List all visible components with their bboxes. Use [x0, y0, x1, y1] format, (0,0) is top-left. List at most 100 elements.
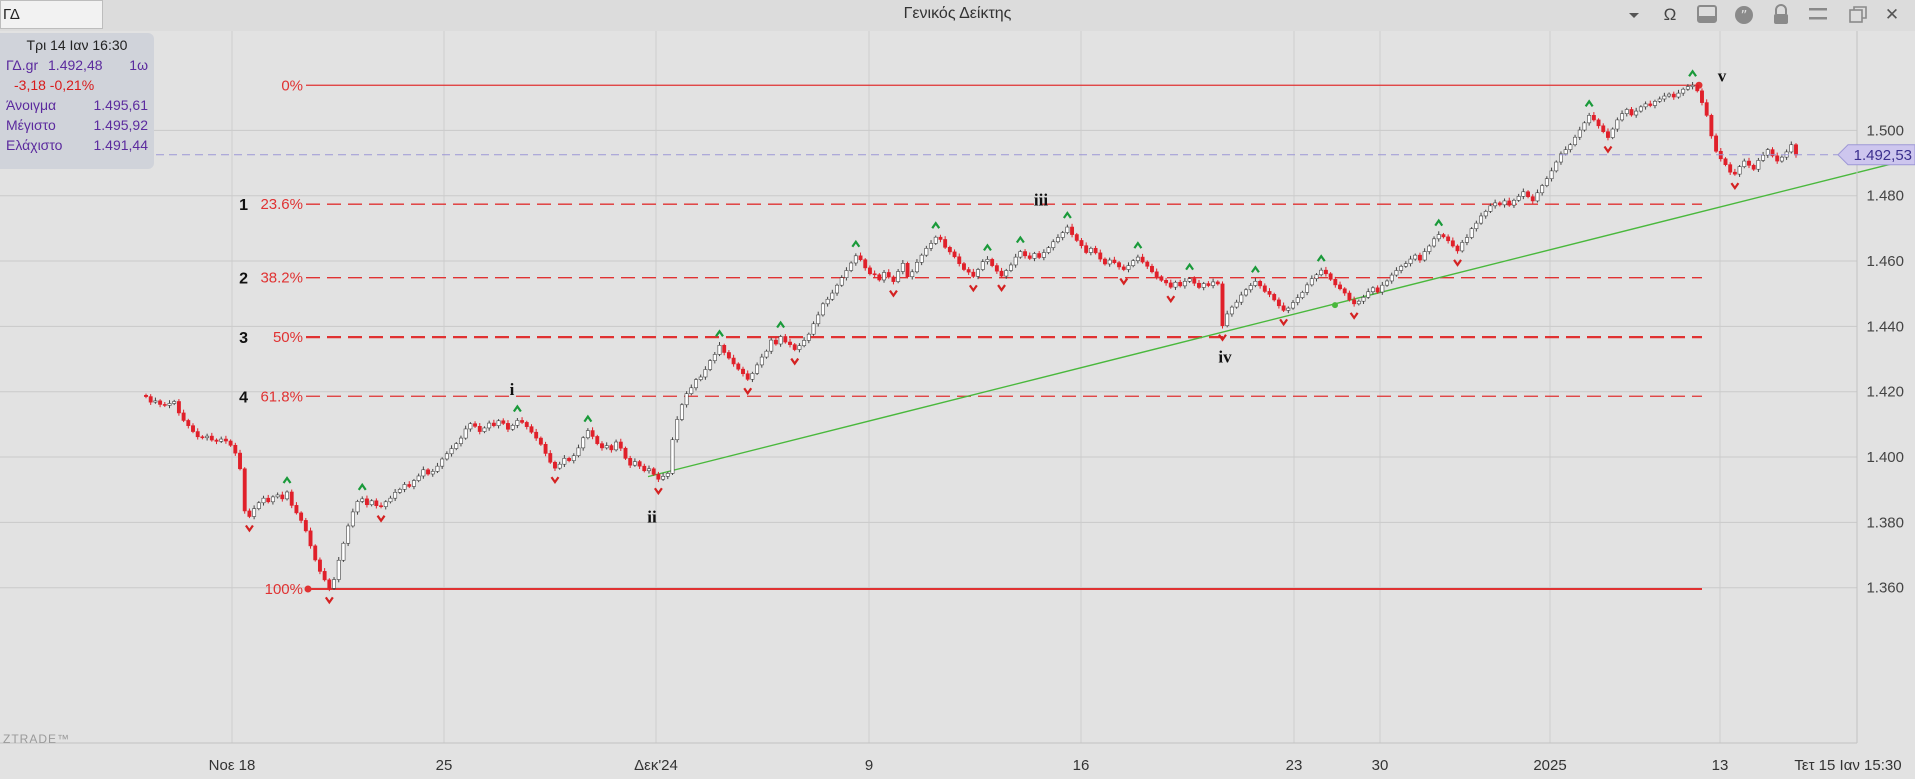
candle-body [971, 271, 976, 277]
candle-body [1742, 160, 1747, 167]
candle-body [703, 369, 708, 378]
fractal-down-marker [997, 284, 1006, 292]
candle-body [741, 368, 745, 375]
info-name: ΓΔ.gr [6, 57, 39, 73]
candle-body [402, 484, 407, 490]
candle-body [600, 443, 604, 449]
candle-body [444, 453, 449, 460]
info-quote-row: ΓΔ.gr 1.492,48 1ω [6, 56, 148, 74]
candle-body [1441, 234, 1446, 238]
candle-body [1582, 122, 1587, 131]
fibonacci-retracement: 0% 23.6% 1 38.2% 2 50% 3 61.8% 4 100% [239, 77, 1703, 598]
candle-body [280, 494, 285, 500]
candle-body [1295, 297, 1300, 303]
candle-body [1366, 291, 1371, 298]
candle-body [1535, 192, 1540, 202]
omega-icon[interactable]: Ω [1663, 5, 1677, 24]
candle-body [308, 530, 313, 547]
y-tick-label: 1.380 [1866, 514, 1904, 531]
candle-body [407, 484, 412, 487]
y-tick-label: 1.500 [1866, 122, 1904, 139]
candle-body [1761, 154, 1766, 161]
candle-body [1417, 254, 1422, 261]
candle-body [708, 360, 713, 370]
candle-body [346, 525, 351, 544]
candle-body [1554, 161, 1559, 172]
candle-body [632, 461, 637, 466]
candle-body [299, 512, 304, 521]
fractal-down-marker [376, 515, 386, 523]
fractal-up-marker [1250, 265, 1260, 273]
candle-body [374, 500, 379, 507]
candle-body [510, 425, 515, 430]
candle-body [891, 276, 896, 282]
candle-body [275, 494, 280, 498]
y-tick-label: 1.360 [1866, 580, 1904, 597]
candle-body [835, 284, 839, 294]
candle-body [665, 473, 670, 477]
candle-body [1493, 202, 1498, 207]
panel-icon[interactable] [1694, 4, 1720, 26]
candle-body [1234, 301, 1239, 308]
candle-body [947, 247, 952, 253]
candle-body [1695, 84, 1700, 92]
candle-body [1559, 153, 1563, 163]
candle-body [228, 440, 233, 446]
candle-body [285, 491, 289, 500]
candle-body [543, 443, 548, 454]
candle-body [802, 340, 807, 346]
symbol-input[interactable]: ΓΔ [0, 0, 103, 29]
chevron-down-icon[interactable] [1621, 4, 1647, 26]
candle-body [242, 468, 247, 512]
candle-body [1135, 256, 1140, 262]
restore-icon[interactable] [1845, 4, 1871, 26]
candle-body [252, 508, 257, 517]
candle-body [1145, 261, 1150, 267]
candle-body [1338, 284, 1342, 290]
candle-body [1051, 241, 1056, 248]
candle-body [487, 422, 492, 429]
candle-body [440, 458, 445, 467]
candle-body [1779, 156, 1784, 162]
candle-body [1267, 291, 1272, 295]
candle-body [872, 273, 877, 276]
close-icon[interactable]: ✕ [1884, 5, 1900, 24]
lock-icon[interactable] [1768, 4, 1794, 26]
last-price-tag [1837, 144, 1915, 166]
quote-icon[interactable]: ” [1731, 4, 1757, 26]
fractal-down-marker [550, 476, 560, 485]
last-price-label: 1.492,53 [1854, 147, 1912, 164]
candle-body [1794, 144, 1798, 156]
candle-body [1027, 255, 1032, 259]
candle-body [985, 259, 990, 262]
candle-body [426, 469, 430, 475]
candle-body [914, 262, 919, 273]
candle-body [896, 271, 901, 282]
fractal-up-marker [1133, 241, 1143, 249]
candle-body [863, 259, 868, 269]
candle-body [1756, 160, 1761, 170]
x-tick-label: Νοε 18 [209, 757, 256, 774]
candle-body [1229, 306, 1234, 315]
candle-body [219, 438, 224, 442]
info-open-row: Άνοιγμα 1.495,61 [6, 96, 148, 114]
candle-body [567, 458, 572, 461]
menu-icon[interactable] [1805, 4, 1831, 26]
candle-body [1305, 284, 1310, 293]
fib-level-number: 3 [239, 330, 248, 347]
fractal-down-marker [1603, 145, 1613, 154]
candle-body [1563, 149, 1568, 155]
info-high-row: Μέγιστο 1.495,92 [6, 116, 148, 134]
x-tick-label: Δεκ'24 [634, 757, 678, 774]
candle-body [1211, 281, 1216, 286]
candle-body [1197, 282, 1201, 288]
candle-body [1615, 119, 1620, 130]
candle-body [421, 469, 426, 477]
info-interval: 1ω [129, 57, 148, 73]
candle-body [966, 269, 971, 273]
candle-body [900, 263, 905, 272]
candle-body [1540, 185, 1545, 194]
wave-label: iv [1218, 347, 1232, 366]
x-tick-label: 16 [1073, 757, 1090, 774]
